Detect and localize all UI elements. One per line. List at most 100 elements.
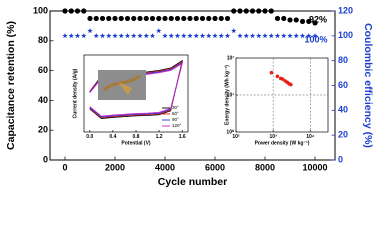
y-tick-label: 60 [38,65,48,75]
point [293,17,299,23]
point [299,18,306,25]
star-marker [99,32,106,39]
x-tick-label: 0 [62,162,67,172]
y2-tick-label: 80 [338,55,348,65]
point [124,15,131,22]
star-marker [306,32,312,39]
star-marker [137,32,143,39]
point [118,15,124,22]
star-marker [256,32,262,39]
star-marker [287,32,293,39]
point [187,15,193,22]
star-marker [149,32,156,39]
point [256,8,262,14]
point [289,82,293,87]
legend-label: 30° [172,105,179,110]
point [199,15,206,22]
star-marker [249,32,256,39]
y-tick-label: 10² [227,55,235,61]
point [206,15,212,22]
star-marker [243,32,249,39]
star-marker [112,32,118,39]
y2-tick-label: 60 [338,80,348,90]
star-marker [224,32,231,39]
x-axis-label: Power density (W kg⁻¹) [255,140,310,146]
star-marker [181,32,187,39]
point [274,15,281,22]
star-marker [206,32,212,39]
point [156,15,162,22]
x-tick-label: 2000 [105,162,125,172]
point [149,15,156,22]
y2-axis-label: Coulombic efficiency (%) [362,23,374,148]
annotation: 92% [309,14,327,24]
y-axis-label: Energy density (Wh kg⁻¹) [224,65,230,125]
legend-label: 120° [172,123,182,128]
point [262,8,268,14]
point [269,70,274,75]
x-tick-label: 10³ [270,134,278,140]
star-marker [168,32,174,39]
x-tick-label: 1.6 [179,134,186,140]
y-tick-label: 80 [38,35,48,45]
star-marker [93,32,99,39]
star-marker [68,32,74,39]
star-marker [262,32,268,39]
point [87,15,93,22]
x-tick-label: 8000 [255,162,275,172]
y-tick-label: 10⁰ [226,129,234,135]
star-marker [143,32,149,39]
y-axis-label: Current density (A/g) [72,68,78,118]
point [312,20,318,26]
star-marker [162,32,168,39]
point [243,8,249,14]
x-tick-label: 10⁴ [306,134,315,140]
star-marker [118,32,124,39]
point [281,15,287,22]
y-tick-label: 20 [38,125,48,135]
x-tick-label: 0.0 [86,134,93,140]
point [287,17,293,23]
star-marker [274,32,281,39]
point [131,15,137,22]
y2-tick-label: 120 [338,5,353,15]
point [112,15,118,22]
y-axis-label: Capacitance retention (%) [5,21,17,150]
point [74,8,81,14]
y2-tick-label: 20 [338,130,348,140]
star-marker [299,32,306,39]
x-tick-label: 1.2 [156,134,163,140]
point [218,15,224,22]
photo-device [118,82,132,95]
point [93,15,99,22]
y-tick-label: 10¹ [227,92,235,98]
legend-label: 60° [172,111,179,116]
x-axis-label: Potential (V) [121,140,151,146]
point [268,8,274,14]
y2-tick-label: 0 [338,154,343,164]
star-marker [81,32,87,39]
star-marker [237,32,243,39]
point [249,8,256,14]
point [174,15,181,22]
point [237,8,243,14]
star-marker [74,32,81,39]
star-marker [199,32,206,39]
star-marker [156,28,162,34]
y2-tick-label: 40 [338,105,348,115]
point [280,77,285,81]
y2-tick-label: 100 [338,30,353,40]
star-marker [187,32,193,39]
point [143,15,149,22]
x-tick-label: 4000 [155,162,175,172]
point [81,8,87,14]
star-marker [212,32,218,39]
x-axis-label: Cycle number [158,176,227,188]
photo-fiber [102,74,141,92]
point [106,15,112,22]
star-marker [62,32,68,39]
point [231,8,237,14]
point [62,8,68,14]
star-marker [218,32,224,39]
star-marker [106,32,112,39]
